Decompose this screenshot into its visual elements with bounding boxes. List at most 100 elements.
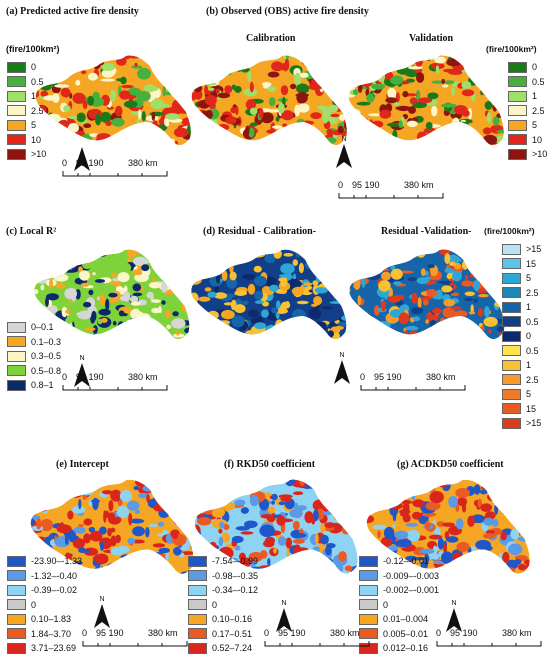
legend-swatch bbox=[502, 374, 521, 386]
legend-swatch bbox=[359, 599, 378, 611]
unit-label-left: (fire/100km²) bbox=[6, 44, 60, 54]
legend-swatch bbox=[7, 105, 26, 117]
north-label: N bbox=[99, 596, 105, 603]
legend-entry: 2.5 bbox=[7, 104, 46, 119]
legend-swatch bbox=[502, 417, 521, 429]
scale-bar-g: 0 95 190 380 km bbox=[436, 628, 546, 648]
scale-label-0: 0 bbox=[82, 628, 88, 638]
legend-swatch bbox=[508, 90, 527, 102]
legend-swatch bbox=[188, 570, 207, 582]
north-arrow-a bbox=[72, 146, 92, 172]
legend-label: 0.17–0.51 bbox=[212, 628, 253, 639]
scale-label-mid: 95 190 bbox=[76, 158, 104, 168]
legend-label: -23.90–-1.33 bbox=[31, 556, 83, 567]
legend-entry: >15 bbox=[502, 242, 541, 257]
legend-label: 15 bbox=[526, 403, 537, 414]
map-observed-calibration bbox=[191, 55, 347, 146]
legend-label: 0.8–1 bbox=[31, 380, 54, 391]
legend-label: 0.10–0.16 bbox=[212, 614, 253, 625]
north-arrow-c: N bbox=[72, 355, 92, 388]
scale-label-end: 380 km bbox=[128, 158, 158, 168]
legend-entry: -1.32–-0.40 bbox=[7, 569, 82, 584]
legend-entry: 0.17–0.51 bbox=[188, 627, 258, 642]
legend-label: 1 bbox=[526, 302, 532, 313]
north-arrow-icon bbox=[94, 604, 110, 628]
north-arrow-icon bbox=[74, 363, 90, 387]
panel-c-title: (c) Local R² bbox=[6, 226, 57, 237]
unit-label-residual: (fire/100km²) bbox=[484, 226, 535, 236]
legend-swatch bbox=[508, 148, 527, 160]
legend-swatch bbox=[508, 134, 527, 146]
north-label: N bbox=[451, 600, 457, 607]
legend-label: 2.5 bbox=[31, 105, 44, 116]
panel-e-title: (e) Intercept bbox=[56, 459, 109, 470]
legend-entry: 1 bbox=[502, 300, 541, 315]
legend-label: 0.01–0.004 bbox=[383, 614, 429, 625]
north-arrow-g: N bbox=[444, 600, 464, 633]
scale-label-end: 380 km bbox=[148, 628, 178, 638]
legend-label: 2.5 bbox=[532, 105, 545, 116]
scale-label-end: 380 km bbox=[128, 372, 158, 382]
legend-entry: -0.34–-0.12 bbox=[188, 583, 258, 598]
legend-label: 10 bbox=[532, 134, 543, 145]
legend-swatch bbox=[7, 350, 26, 362]
scale-bar-f: 0 95 190 380 km bbox=[264, 628, 374, 648]
legend-swatch bbox=[7, 555, 26, 567]
panel-a-title: (a) Predicted active fire density bbox=[6, 6, 139, 17]
legend-label: 0 bbox=[212, 599, 218, 610]
legend-entry: -0.009–-0.003 bbox=[359, 569, 439, 584]
legend-label: 2.5 bbox=[526, 287, 539, 298]
scale-bar-b: 0 95 190 380 km bbox=[338, 180, 448, 200]
legend-swatch bbox=[359, 555, 378, 567]
north-label: N bbox=[339, 352, 345, 359]
legend-swatch bbox=[7, 76, 26, 88]
legend-swatch bbox=[7, 642, 26, 654]
legend-label: 0.5 bbox=[526, 316, 539, 327]
legend-label: 0.3–0.5 bbox=[31, 351, 62, 362]
legend-entry: 0.10–1.83 bbox=[7, 612, 82, 627]
legend-entry: 0 bbox=[7, 598, 82, 613]
legend-label: 0.5 bbox=[31, 76, 44, 87]
legend-swatch bbox=[7, 119, 26, 131]
legend-swatch bbox=[188, 628, 207, 640]
legend-swatch bbox=[508, 76, 527, 88]
legend-entry: -0.98–-0.35 bbox=[188, 569, 258, 584]
legend-swatch bbox=[502, 388, 521, 400]
legend-local-r2: 0–0.1 0.1–0.3 0.3–0.5 0.5–0.8 0.8–1 bbox=[7, 320, 61, 393]
legend-label: 0.10–1.83 bbox=[31, 614, 72, 625]
scale-label-end: 380 km bbox=[404, 180, 434, 190]
legend-label: 0 bbox=[31, 62, 37, 73]
legend-label: -0.98–-0.35 bbox=[212, 570, 259, 581]
panel-b-title: (b) Observed (OBS) active fire density bbox=[206, 6, 369, 17]
legend-entry: 0.5 bbox=[7, 75, 46, 90]
legend-fire-left: 0 0.5 1 2.5 5 10 >10 bbox=[7, 60, 46, 162]
north-arrow-icon bbox=[446, 608, 462, 632]
north-arrow-d: N bbox=[332, 352, 352, 385]
map-intercept bbox=[30, 479, 194, 574]
legend-swatch bbox=[508, 61, 527, 73]
map-local-r2 bbox=[34, 249, 190, 340]
scale-bar-c: 0 95 190 380 km bbox=[62, 372, 172, 392]
legend-label: -0.009–-0.003 bbox=[383, 570, 440, 581]
legend-swatch bbox=[359, 613, 378, 625]
legend-entry: 2.5 bbox=[502, 286, 541, 301]
legend-label: 5 bbox=[31, 120, 37, 131]
legend-entry: 5 bbox=[502, 271, 541, 286]
legend-swatch bbox=[7, 599, 26, 611]
map-predicted-fire-density bbox=[35, 55, 191, 146]
legend-swatch bbox=[502, 330, 521, 342]
legend-swatch bbox=[7, 336, 26, 348]
legend-fire-right: 0 0.5 1 2.5 5 10 >10 bbox=[508, 60, 547, 162]
legend-entry: 5 bbox=[502, 387, 541, 402]
legend-label: >15 bbox=[526, 418, 542, 429]
legend-label: -1.32–-0.40 bbox=[31, 570, 78, 581]
map-acdkd50-coefficient bbox=[366, 479, 530, 574]
legend-swatch bbox=[359, 570, 378, 582]
legend-label: 5 bbox=[526, 273, 532, 284]
legend-label: 0.52–7.24 bbox=[212, 643, 253, 654]
legend-label: -7.54–-0.99 bbox=[212, 556, 259, 567]
north-arrow-b: N bbox=[334, 136, 354, 169]
legend-swatch bbox=[359, 628, 378, 640]
legend-entry: 0 bbox=[502, 329, 541, 344]
legend-entry: 0.005–0.01 bbox=[359, 627, 439, 642]
